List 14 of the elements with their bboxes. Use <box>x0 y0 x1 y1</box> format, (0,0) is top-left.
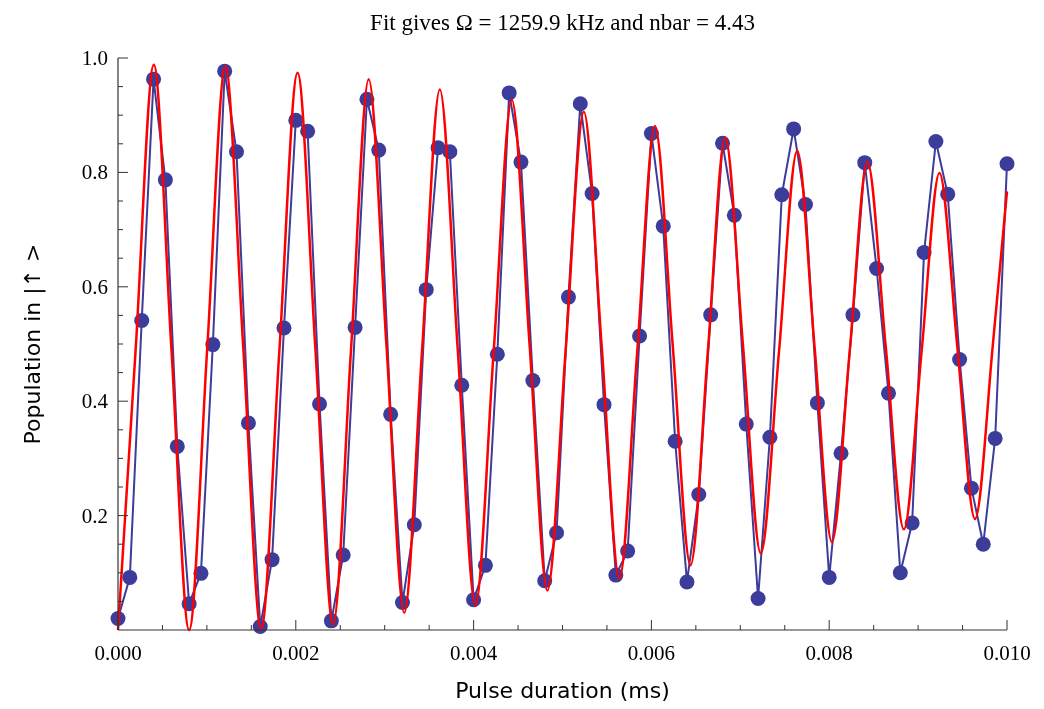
y-tick-label: 0.4 <box>81 389 109 414</box>
y-tick-label: 0.6 <box>81 274 108 299</box>
chart-title: Fit gives Ω = 1259.9 kHz and nbar = 4.43 <box>370 10 755 35</box>
y-tick-label: 0.2 <box>81 503 108 528</box>
x-axis-title: Pulse duration (ms) <box>455 678 670 703</box>
x-tick-label: 0.000 <box>94 641 142 665</box>
x-tick-label: 0.002 <box>272 641 320 665</box>
x-tick-label: 0.004 <box>449 641 498 665</box>
y-axis-title: Population in |↑ > <box>20 243 46 445</box>
x-tick-label: 0.008 <box>805 641 853 665</box>
x-tick-label: 0.006 <box>627 641 676 665</box>
y-tick-label: 1.0 <box>81 46 108 70</box>
y-tick-label: 0.8 <box>81 160 108 185</box>
x-tick-label: 0.010 <box>983 641 1031 665</box>
